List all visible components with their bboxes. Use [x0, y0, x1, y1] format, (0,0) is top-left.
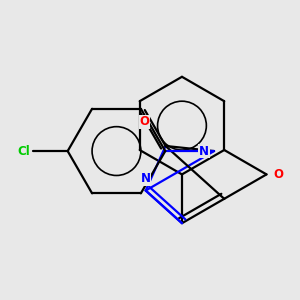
Text: N: N	[141, 172, 151, 185]
Text: Cl: Cl	[17, 145, 30, 158]
Text: O: O	[273, 168, 283, 181]
Text: N: N	[199, 145, 209, 158]
Text: O: O	[140, 115, 150, 128]
